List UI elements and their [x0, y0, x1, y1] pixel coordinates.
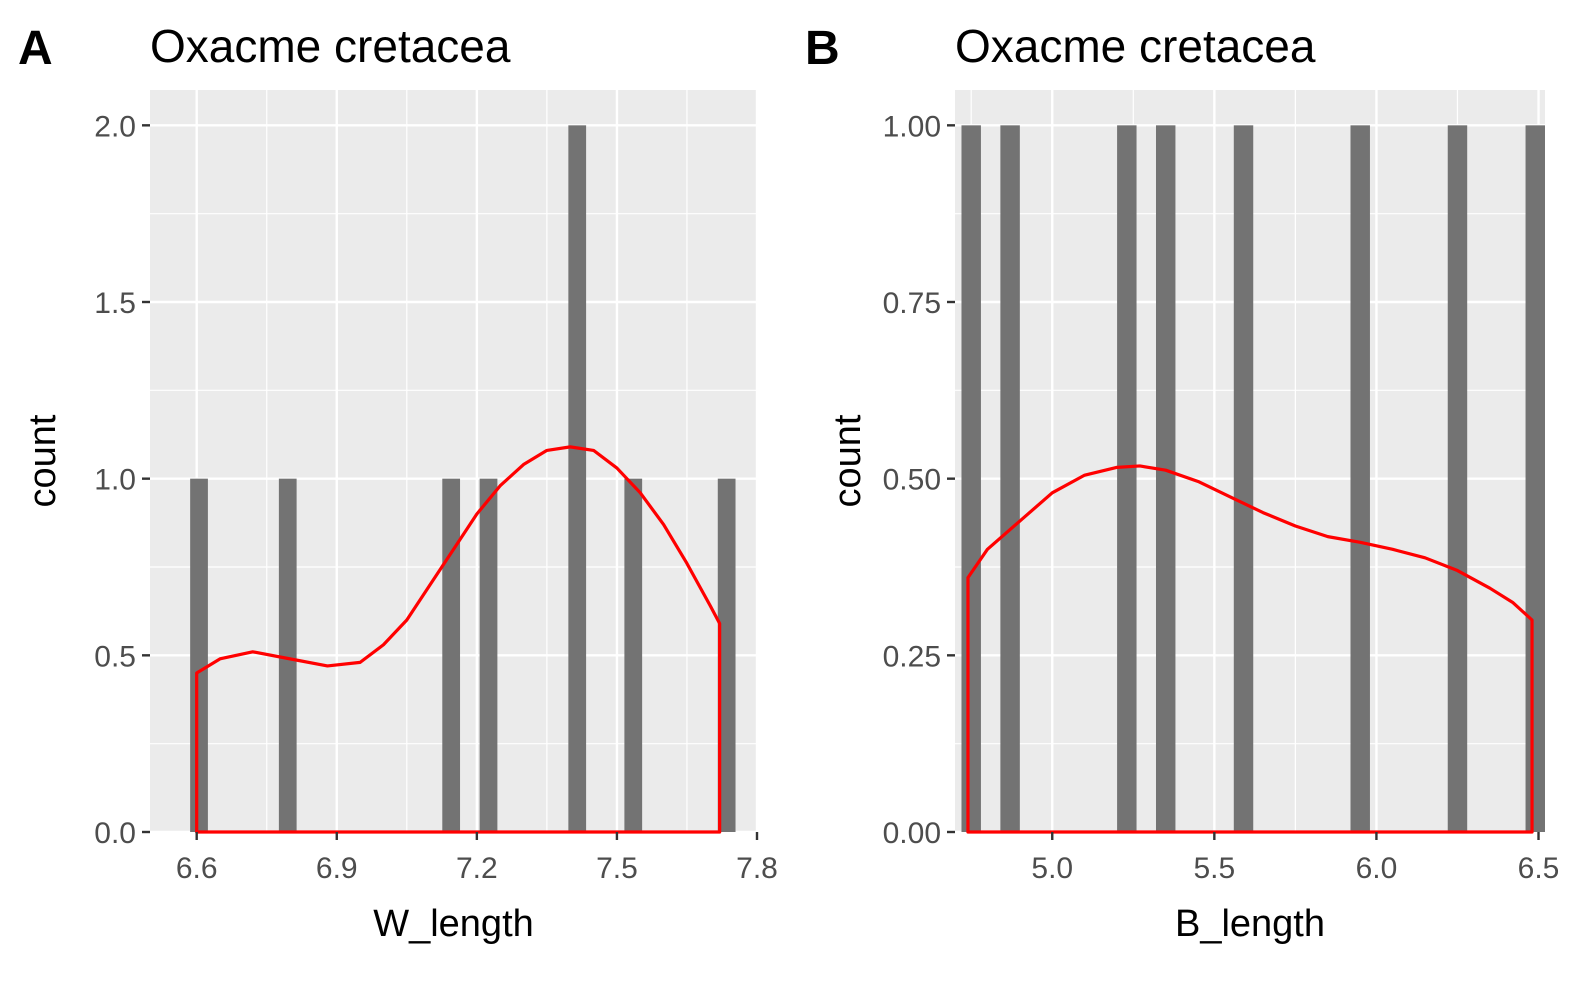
density-curve	[966, 464, 1534, 834]
bar	[1525, 125, 1545, 833]
bar	[190, 478, 208, 832]
y-axis: 0.0 0.5 1.0 1.5 2.0	[94, 110, 150, 850]
chart-title: Oxacme cretacea	[150, 20, 511, 72]
x-axis: 6.6 6.9 7.2 7.5 7.8	[176, 832, 778, 885]
x-tick-label: 6.5	[1518, 852, 1560, 885]
bar	[568, 125, 587, 833]
panel-b: B Oxacme cretacea 5.0 5.5 6.0 6.5 0.000.250…	[805, 20, 1559, 945]
y-tick-label: 1.0	[94, 464, 136, 497]
panel-a: A Oxacme cretacea 6.6 6.9 7.2 7.5 7.8 0.0 0.5…	[18, 20, 778, 945]
panel-label: A	[18, 22, 53, 75]
bar	[717, 478, 736, 832]
y-tick-label: 0.50	[883, 464, 941, 497]
x-tick-label: 7.5	[596, 852, 638, 885]
x-tick-label: 6.0	[1356, 852, 1398, 885]
bar	[278, 478, 297, 832]
y-axis-title: count	[827, 414, 869, 507]
bar	[624, 478, 643, 832]
y-tick-label: 1.00	[883, 110, 941, 143]
density-curve	[195, 445, 722, 834]
panel-label: B	[805, 22, 840, 75]
x-tick-label: 5.0	[1031, 852, 1073, 885]
bar	[1447, 125, 1468, 833]
y-axis-title: count	[22, 414, 64, 507]
y-tick-label: 0.75	[883, 287, 941, 320]
x-tick-label: 5.5	[1193, 852, 1235, 885]
bar	[442, 478, 461, 832]
y-axis: 0.00 0.25 0.50 0.75 1.00	[883, 110, 955, 850]
x-axis-title: W_length	[373, 903, 534, 945]
y-tick-label: 2.0	[94, 110, 136, 143]
x-axis-title: B_length	[1175, 903, 1325, 945]
bar	[1350, 125, 1370, 833]
bar	[1117, 125, 1137, 833]
y-tick-label: 0.00	[883, 817, 941, 850]
bar	[961, 125, 981, 833]
y-tick-label: 0.5	[94, 640, 136, 673]
x-tick-label: 7.8	[736, 852, 778, 885]
histogram-bars	[190, 125, 736, 833]
x-tick-label: 7.2	[456, 852, 498, 885]
y-tick-label: 1.5	[94, 287, 136, 320]
x-axis: 5.0 5.5 6.0 6.5	[1031, 832, 1559, 885]
bar	[1155, 125, 1176, 833]
histogram-bars	[961, 125, 1545, 833]
x-tick-label: 6.6	[176, 852, 218, 885]
y-tick-label: 0.25	[883, 640, 941, 673]
bar	[1000, 125, 1020, 833]
bar	[479, 478, 498, 832]
x-tick-label: 6.9	[316, 852, 358, 885]
bar	[1233, 125, 1254, 833]
chart-title: Oxacme cretacea	[955, 20, 1316, 72]
y-tick-label: 0.0	[94, 817, 136, 850]
